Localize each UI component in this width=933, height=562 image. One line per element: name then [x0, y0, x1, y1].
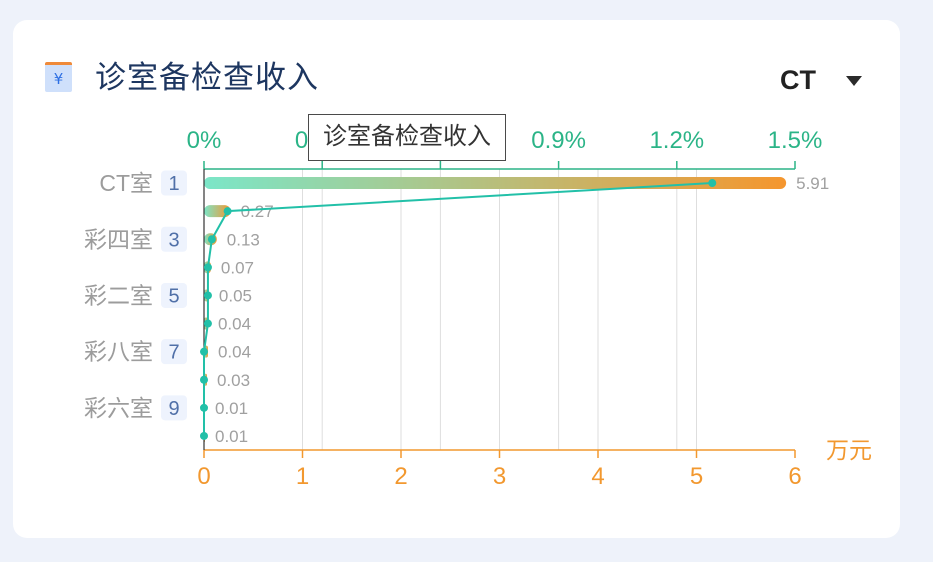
ratio-point[interactable]: [223, 207, 232, 216]
ratio-point[interactable]: [200, 403, 208, 412]
exam-type-select[interactable]: CT: [776, 60, 876, 100]
ratio-point[interactable]: [203, 263, 212, 272]
yuan-document-icon: [45, 62, 72, 92]
exam-type-select-value: CT: [780, 65, 816, 95]
title-tooltip: 诊室备检查收入: [308, 114, 506, 161]
ratio-point[interactable]: [200, 375, 208, 384]
ratio-point[interactable]: [708, 179, 717, 188]
ratio-point[interactable]: [200, 347, 208, 356]
exam-income-card: 诊室备检查收入 CT: [13, 20, 900, 538]
ratio-point[interactable]: [203, 291, 212, 300]
bar[interactable]: [204, 177, 787, 190]
ratio-point[interactable]: [203, 319, 212, 328]
ratio-point[interactable]: [200, 431, 208, 440]
caret-down-icon: [846, 76, 862, 86]
card-title: 诊室备检查收入: [95, 60, 319, 95]
ratio-point[interactable]: [207, 235, 216, 244]
